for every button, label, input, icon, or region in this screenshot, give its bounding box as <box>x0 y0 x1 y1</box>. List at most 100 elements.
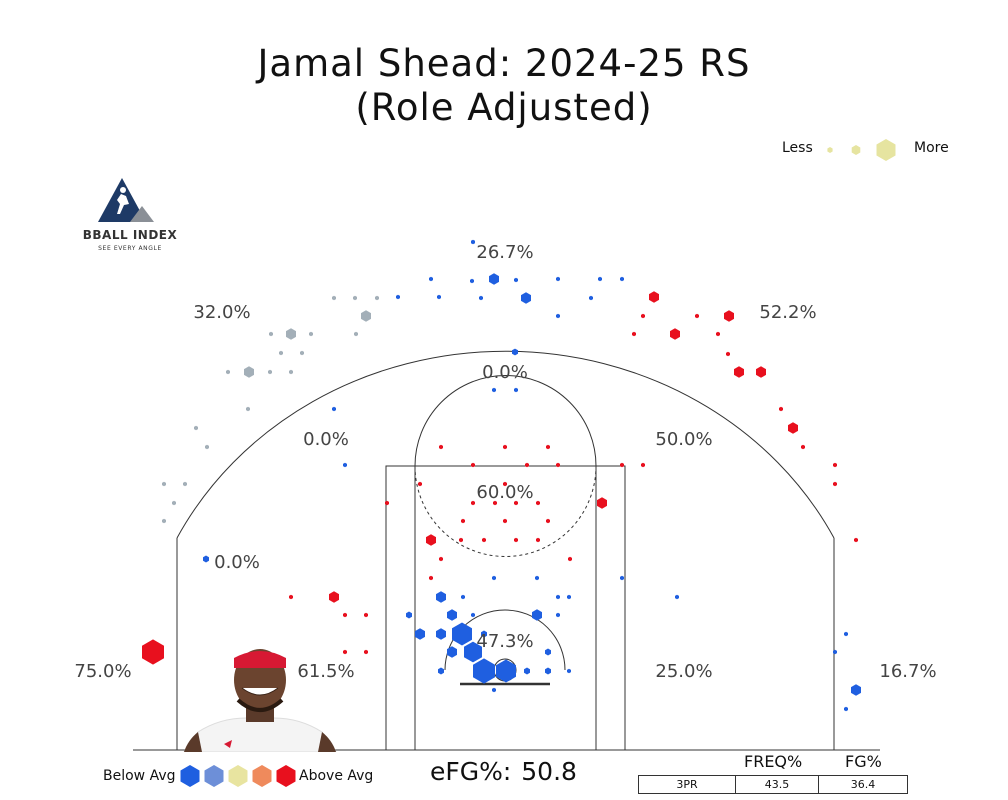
zone-label-left-baseline-mid: 61.5% <box>297 661 354 682</box>
shot-hex <box>471 462 475 468</box>
shot-hex <box>514 537 518 543</box>
shot-hex <box>535 575 539 581</box>
shot-hex <box>524 667 530 675</box>
shot-hex <box>833 649 837 655</box>
shot-hex <box>568 556 572 562</box>
shot-hex <box>756 366 766 378</box>
shot-hex <box>512 348 518 356</box>
shot-hex <box>649 291 659 303</box>
shot-hex <box>473 658 495 684</box>
shot-hex <box>429 276 433 282</box>
shot-hex <box>361 310 371 322</box>
size-legend-less: Less <box>782 140 813 156</box>
shot-hex <box>675 594 679 600</box>
shot-hex <box>536 500 540 506</box>
shot-hex <box>470 278 474 284</box>
shot-hex <box>844 706 848 712</box>
shot-hex <box>343 612 347 618</box>
efg-value: 50.8 <box>521 757 577 786</box>
shot-hex <box>447 646 457 658</box>
shot-hex <box>471 500 475 506</box>
shot-hex <box>300 350 304 356</box>
shot-hex <box>503 444 507 450</box>
zone-label-above-break-3-left: 32.0% <box>193 302 250 323</box>
size-legend-hex-medium <box>851 145 861 155</box>
chart-title-line-1: Jamal Shead: 2024-25 RS <box>257 42 751 85</box>
shot-hex <box>162 481 166 487</box>
shot-hex <box>429 575 433 581</box>
shot-hex <box>205 444 209 450</box>
shot-hex <box>567 594 571 600</box>
shot-hex <box>503 518 507 524</box>
shot-hex <box>464 641 482 663</box>
shot-hex <box>194 425 198 431</box>
shot-hex <box>246 406 250 412</box>
shot-hex <box>279 350 283 356</box>
size-legend-hex-small <box>827 147 833 153</box>
shot-hex <box>503 481 507 487</box>
shot-hex <box>514 500 518 506</box>
zone-label-long-mid-center: 0.0% <box>482 362 528 383</box>
color-legend-hex <box>204 765 224 787</box>
zone-label-right-corner-3: 16.7% <box>879 661 936 682</box>
shot-hex <box>844 631 848 637</box>
shot-hex <box>556 612 560 618</box>
shot-hex <box>492 687 496 693</box>
shot-hex <box>556 462 560 468</box>
logo-brand-name: BBALL INDEX <box>82 228 178 242</box>
shot-hex <box>364 612 368 618</box>
shot-hex <box>332 295 336 301</box>
shot-hex <box>385 500 389 506</box>
shot-hex <box>492 387 496 393</box>
size-legend: Less More <box>770 136 970 164</box>
shot-hex <box>620 276 624 282</box>
zone-label-right-baseline-mid: 25.0% <box>655 661 712 682</box>
color-legend-hex <box>276 765 296 787</box>
stats-row-fg: 36.4 <box>818 775 908 794</box>
shot-hex <box>343 649 347 655</box>
shot-hex <box>426 534 436 546</box>
shot-hex <box>364 649 368 655</box>
shot-hex <box>493 500 497 506</box>
shot-hex <box>459 537 463 543</box>
shot-hex <box>203 555 209 563</box>
stats-row-label: 3PR <box>638 775 736 794</box>
shot-hex <box>226 369 230 375</box>
zone-label-above-break-3-center: 26.7% <box>476 242 533 263</box>
shot-hex <box>833 462 837 468</box>
shot-hex <box>632 331 636 337</box>
zone-label-rim: 47.3% <box>476 631 533 652</box>
shot-hex <box>514 277 518 283</box>
shot-hex <box>641 313 645 319</box>
shot-hex <box>447 609 457 621</box>
shot-hex <box>597 497 607 509</box>
free-throw-circle-bottom <box>414 465 597 557</box>
zone-labels: 26.7% 32.0% 52.2% 0.0% 0.0% 50.0% 0.0% 60.0% 47.… <box>74 242 936 682</box>
shot-hex <box>329 591 339 603</box>
shot-hex <box>556 313 560 319</box>
shot-hex <box>546 444 550 450</box>
shot-hex <box>801 444 805 450</box>
shot-hex <box>396 294 400 300</box>
shot-hex <box>479 295 483 301</box>
shot-hex <box>332 406 336 412</box>
shot-hex <box>471 239 475 245</box>
stats-header-fg: FG% <box>845 752 882 771</box>
shot-hex <box>482 537 486 543</box>
chart-title-line-2: (Role Adjusted) <box>355 86 653 129</box>
efg-summary: eFG%: 50.8 <box>428 757 577 786</box>
shot-hex <box>439 444 443 450</box>
shot-hex <box>142 639 164 665</box>
shot-hex <box>545 648 551 656</box>
shot-hex <box>286 328 296 340</box>
shot-hex <box>375 295 379 301</box>
color-legend-hexes <box>180 765 296 787</box>
shot-hex <box>268 369 272 375</box>
shot-hex <box>546 518 550 524</box>
shot-hex <box>851 684 861 696</box>
shot-hex <box>734 366 744 378</box>
shot-hex <box>496 659 516 683</box>
shot-hex <box>437 294 441 300</box>
shot-hex <box>406 611 412 619</box>
